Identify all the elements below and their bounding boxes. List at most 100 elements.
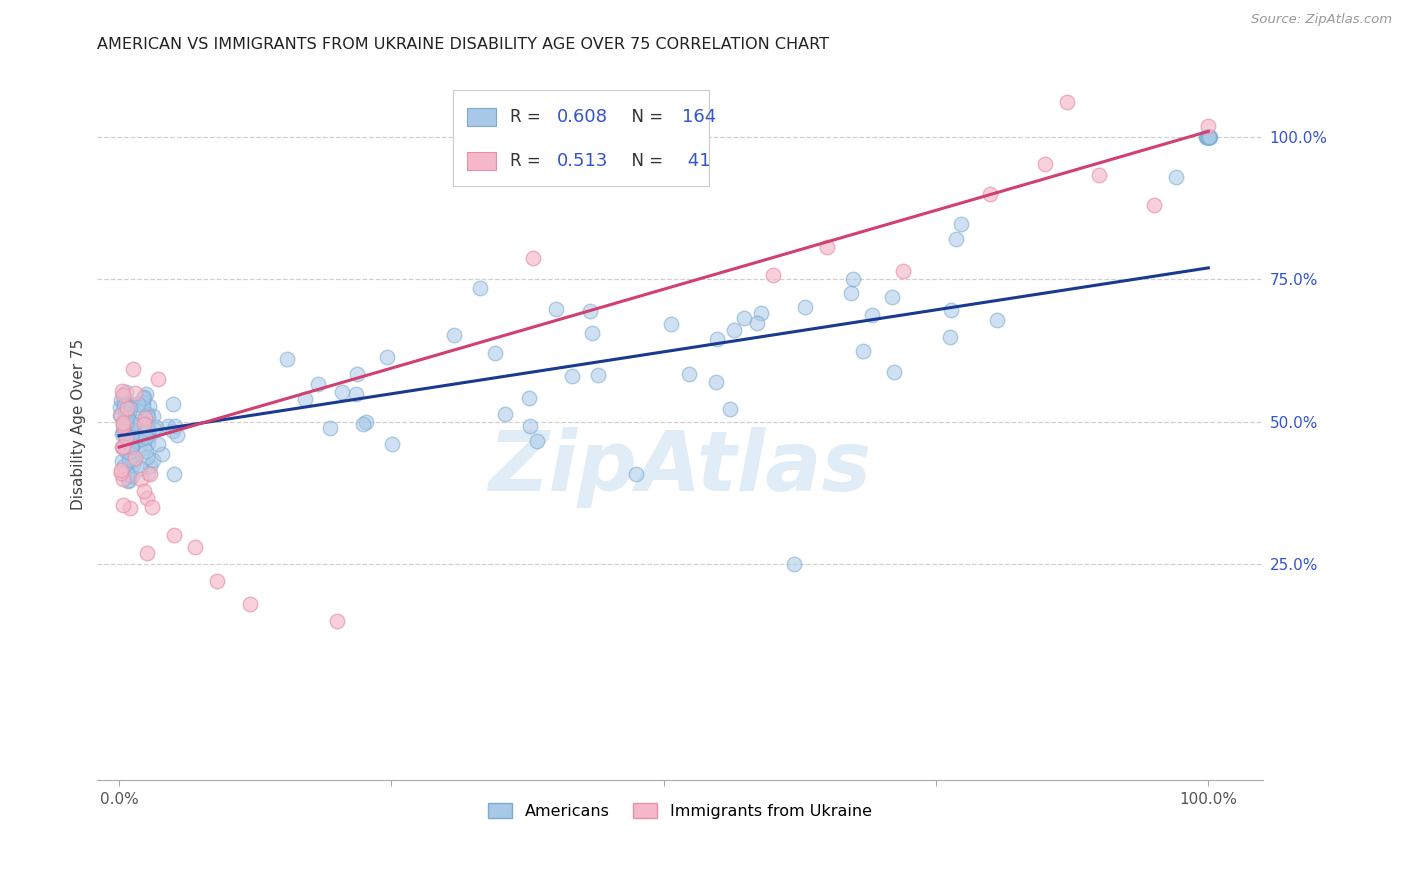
Point [112, 425, 135, 440]
Point [136, 422, 159, 436]
Point [135, 491, 157, 505]
Point [1198, 130, 1220, 145]
Point [110, 462, 132, 476]
Point [749, 306, 772, 320]
Point [134, 441, 156, 455]
Point [111, 419, 134, 434]
Point [121, 428, 143, 442]
Point [979, 187, 1001, 202]
Point [139, 467, 162, 481]
Point [1197, 130, 1219, 145]
Point [108, 409, 131, 423]
Point [162, 397, 184, 411]
Point [111, 388, 134, 402]
Point [121, 451, 143, 466]
Point [1197, 130, 1219, 145]
Point [883, 365, 905, 379]
Point [110, 400, 132, 414]
Text: 0.513: 0.513 [557, 152, 607, 169]
Point [143, 422, 166, 436]
Point [1199, 130, 1222, 145]
Point [762, 268, 785, 282]
Text: 0.608: 0.608 [557, 108, 607, 126]
Point [1197, 130, 1219, 145]
Point [319, 421, 342, 435]
Point [134, 411, 156, 425]
Point [1143, 198, 1166, 212]
Point [135, 386, 157, 401]
Point [1197, 130, 1219, 145]
Point [276, 352, 298, 367]
Point [115, 416, 138, 430]
Point [127, 397, 149, 411]
Point [124, 385, 146, 400]
Point [138, 399, 160, 413]
Point [239, 597, 262, 611]
Point [135, 443, 157, 458]
Point [495, 407, 517, 421]
Point [163, 467, 186, 481]
Point [129, 433, 152, 447]
Point [561, 368, 583, 383]
Point [142, 409, 165, 424]
Point [678, 367, 700, 381]
Point [127, 425, 149, 439]
Point [162, 424, 184, 438]
Point [136, 410, 159, 425]
Point [129, 472, 152, 486]
Point [115, 430, 138, 444]
Point [112, 472, 135, 486]
Point [115, 407, 138, 421]
Point [117, 433, 139, 447]
Point [1164, 169, 1187, 184]
Point [162, 528, 184, 542]
Point [121, 458, 143, 472]
Point [110, 392, 132, 407]
Point [443, 328, 465, 343]
Point [294, 392, 316, 406]
Point [745, 316, 768, 330]
Point [127, 428, 149, 442]
Point [307, 377, 329, 392]
Point [134, 426, 156, 441]
Point [120, 430, 142, 444]
Point [880, 289, 903, 303]
Point [121, 438, 143, 452]
Point [124, 451, 146, 466]
Point [546, 301, 568, 316]
Point [112, 458, 135, 473]
Point [468, 281, 491, 295]
Point [166, 427, 188, 442]
Point [117, 474, 139, 488]
Text: Source: ZipAtlas.com: Source: ZipAtlas.com [1251, 13, 1392, 27]
Point [114, 425, 136, 440]
Point [1198, 130, 1220, 145]
Point [1088, 169, 1111, 183]
Point [522, 251, 544, 265]
Y-axis label: Disability Age Over 75: Disability Age Over 75 [72, 339, 86, 510]
Point [121, 469, 143, 483]
Point [138, 435, 160, 450]
Point [132, 390, 155, 404]
Point [118, 405, 141, 419]
Point [117, 445, 139, 459]
Point [117, 473, 139, 487]
Point [114, 423, 136, 437]
Point [120, 423, 142, 437]
Point [842, 272, 865, 286]
Point [132, 395, 155, 409]
Point [1195, 130, 1218, 145]
Point [148, 437, 170, 451]
Point [115, 395, 138, 409]
Point [118, 500, 141, 515]
Point [111, 454, 134, 468]
Text: N =: N = [620, 152, 668, 169]
Point [1056, 95, 1078, 110]
Point [112, 398, 135, 412]
Point [815, 240, 838, 254]
Point [354, 416, 377, 430]
Point [205, 574, 228, 588]
Point [128, 425, 150, 440]
Point [111, 426, 134, 441]
Point [120, 438, 142, 452]
